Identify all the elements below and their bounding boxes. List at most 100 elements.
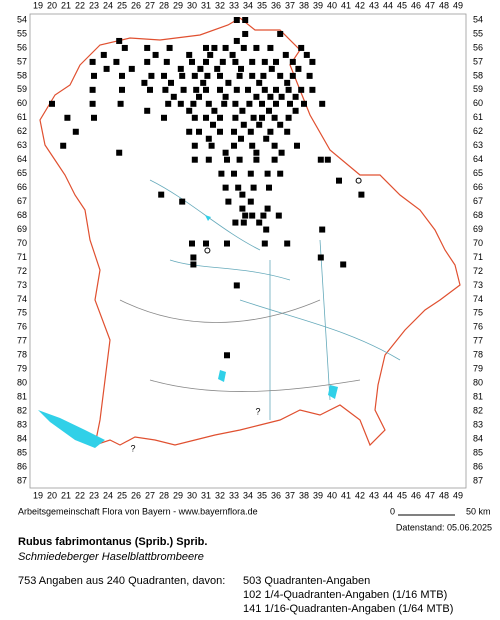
record — [336, 177, 342, 184]
row-label: 82 — [17, 406, 27, 416]
record — [240, 219, 247, 226]
row-label: 68 — [473, 210, 483, 220]
record — [261, 86, 268, 93]
column-label: 22 — [75, 490, 85, 500]
record — [189, 58, 195, 65]
record — [217, 114, 223, 121]
species-name: Rubus fabrimontanus (Sprib.) Sprib. — [18, 536, 207, 548]
row-label: 64 — [17, 154, 27, 164]
record — [242, 30, 249, 37]
row-label: 83 — [17, 420, 27, 430]
column-label: 40 — [327, 490, 337, 500]
record — [161, 72, 167, 79]
record — [186, 107, 193, 114]
record — [289, 58, 296, 65]
record — [225, 79, 232, 86]
record — [235, 184, 242, 191]
record — [256, 79, 263, 86]
record — [89, 86, 96, 93]
record — [205, 100, 212, 107]
record — [214, 65, 221, 72]
row-label: 80 — [473, 378, 483, 388]
rivers — [149, 179, 401, 420]
column-label: 30 — [187, 490, 197, 500]
column-label: 24 — [103, 0, 113, 10]
row-label: 71 — [17, 252, 27, 262]
row-label: 73 — [17, 280, 27, 290]
row-label: 84 — [473, 433, 483, 443]
record — [278, 149, 285, 156]
record — [277, 30, 284, 37]
column-label: 39 — [313, 0, 323, 10]
column-label: 42 — [355, 490, 365, 500]
record — [128, 65, 135, 72]
row-label: 79 — [17, 364, 27, 374]
record — [231, 142, 237, 149]
record — [253, 93, 260, 100]
record — [306, 72, 313, 79]
record — [190, 100, 197, 107]
record — [298, 86, 305, 93]
record — [191, 114, 198, 121]
record — [224, 352, 230, 359]
column-label: 45 — [397, 0, 407, 10]
column-label: 29 — [173, 490, 183, 500]
record — [189, 240, 195, 247]
record — [116, 149, 123, 156]
record — [165, 100, 172, 107]
row-label: 85 — [17, 447, 27, 457]
record — [264, 170, 271, 177]
column-label: 43 — [369, 490, 379, 500]
column-label: 19 — [33, 0, 43, 10]
record — [152, 51, 159, 58]
column-label: 49 — [453, 490, 463, 500]
common-name: Schmiedeberger Haselblattbrombeere — [18, 551, 204, 563]
column-label: 34 — [243, 490, 253, 500]
column-label: 48 — [439, 490, 449, 500]
record — [277, 72, 284, 79]
row-label: 81 — [473, 392, 483, 402]
record — [239, 205, 246, 212]
record — [301, 100, 307, 107]
row-label: 61 — [17, 112, 27, 122]
column-label: 37 — [285, 0, 295, 10]
record — [246, 100, 253, 107]
record — [253, 44, 260, 51]
row-label: 58 — [473, 70, 483, 80]
record — [260, 72, 267, 79]
column-label: 26 — [131, 490, 141, 500]
record — [340, 261, 347, 268]
column-label: 35 — [257, 490, 267, 500]
column-label: 48 — [439, 0, 449, 10]
record — [191, 72, 198, 79]
record — [119, 72, 125, 79]
record — [177, 100, 184, 107]
row-label: 80 — [17, 378, 27, 388]
record — [298, 44, 305, 51]
record — [49, 100, 55, 107]
record — [72, 128, 79, 135]
record — [238, 135, 244, 142]
row-label: 59 — [473, 84, 483, 94]
record — [203, 114, 209, 121]
column-label: 31 — [201, 0, 211, 10]
row-label: 56 — [17, 42, 27, 52]
record — [222, 184, 229, 191]
record — [289, 72, 296, 79]
record — [245, 86, 251, 93]
record — [196, 93, 202, 100]
record — [100, 51, 107, 58]
row-label: 77 — [473, 336, 483, 346]
record — [233, 86, 240, 93]
column-label: 34 — [243, 0, 253, 10]
row-label: 85 — [473, 447, 483, 457]
column-label: 40 — [327, 0, 337, 10]
column-label: 44 — [383, 490, 393, 500]
row-label: 55 — [17, 28, 27, 38]
column-label: 25 — [117, 0, 127, 10]
record — [219, 58, 226, 65]
record — [158, 191, 165, 198]
column-label: 35 — [257, 0, 267, 10]
record — [224, 156, 230, 163]
